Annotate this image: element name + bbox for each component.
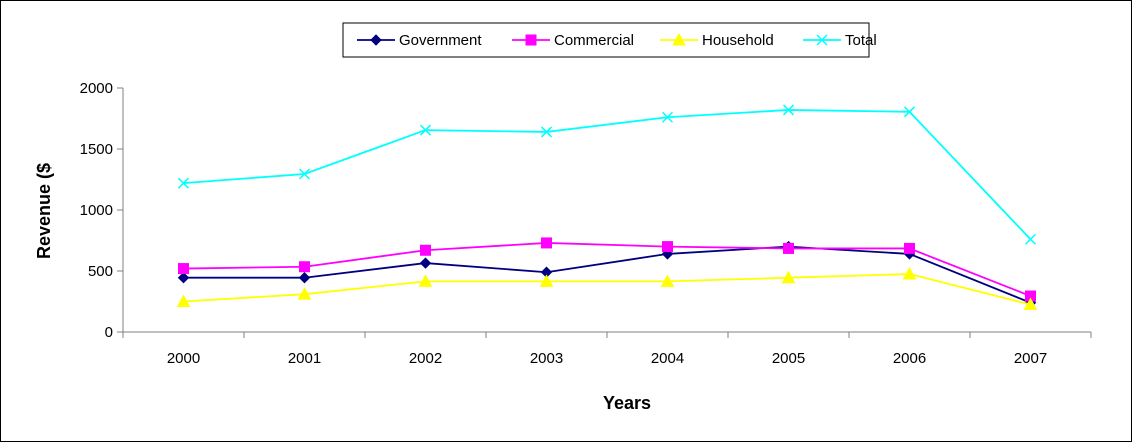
legend-swatch-marker — [816, 34, 828, 46]
data-point — [661, 111, 674, 123]
x-tick-label: 2002 — [409, 350, 442, 367]
data-point — [783, 242, 794, 254]
y-tick-label: 1500 — [80, 141, 113, 158]
y-tick-label: 0 — [105, 324, 113, 341]
data-point — [177, 272, 190, 284]
data-point — [299, 261, 310, 273]
legend-item-government: Government — [357, 32, 482, 49]
y-tick-label: 500 — [88, 263, 113, 280]
data-point — [660, 274, 675, 287]
x-tick-label: 2003 — [530, 350, 563, 367]
data-point — [419, 257, 432, 269]
data-point — [782, 104, 795, 116]
y-tick-label: 1000 — [80, 202, 113, 219]
data-point — [903, 106, 916, 118]
data-point — [418, 274, 433, 287]
series-line — [183, 273, 1031, 306]
data-point — [541, 237, 552, 249]
x-tick-label: 2006 — [893, 350, 926, 367]
series-commercial — [178, 237, 1036, 302]
data-point — [1023, 297, 1038, 311]
data-point — [297, 287, 312, 300]
data-point — [781, 270, 796, 284]
y-axis: 0 500 1000 1500 2000 — [80, 80, 124, 341]
data-point — [902, 267, 917, 280]
data-point — [177, 177, 190, 189]
legend-item-household: Household — [660, 32, 774, 49]
data-point — [178, 263, 189, 275]
y-tick-label: 2000 — [80, 80, 113, 97]
x-axis-title: Years — [603, 393, 651, 413]
series-total — [177, 104, 1037, 245]
legend-swatch-marker — [672, 32, 686, 46]
legend-label: Household — [702, 32, 774, 49]
series-line — [183, 242, 1031, 297]
data-point — [1024, 233, 1037, 245]
data-point — [419, 124, 432, 136]
series-household — [176, 267, 1038, 311]
legend-swatch-marker — [525, 34, 537, 46]
data-point — [176, 294, 191, 307]
x-tick-label: 2005 — [772, 350, 805, 367]
x-tick-label: 2000 — [167, 350, 200, 367]
series-layer — [176, 104, 1038, 311]
x-tick-label: 2007 — [1014, 350, 1047, 367]
legend-item-commercial: Commercial — [512, 32, 634, 49]
data-point — [420, 244, 431, 256]
x-axis: 2000 2001 2002 2003 2004 2005 2006 2007 — [122, 331, 1092, 367]
legend-label: Commercial — [554, 32, 634, 49]
x-tick-label: 2004 — [651, 350, 684, 367]
data-point — [539, 274, 554, 287]
x-tick-label: 2001 — [288, 350, 321, 367]
data-point — [540, 126, 553, 138]
legend-label: Total — [845, 32, 877, 49]
legend-item-total: Total — [803, 32, 877, 49]
series-line — [183, 109, 1032, 240]
legend: Government Commercial Household Total — [342, 22, 877, 58]
y-axis-title: Revenue ($ — [34, 163, 54, 259]
data-point — [298, 272, 311, 284]
series-line — [183, 245, 1031, 304]
data-point — [298, 168, 311, 180]
legend-swatch-marker — [370, 34, 382, 46]
legend-label: Government — [399, 32, 482, 49]
data-point — [904, 242, 915, 254]
legend-box — [342, 22, 870, 58]
data-point — [662, 241, 673, 253]
